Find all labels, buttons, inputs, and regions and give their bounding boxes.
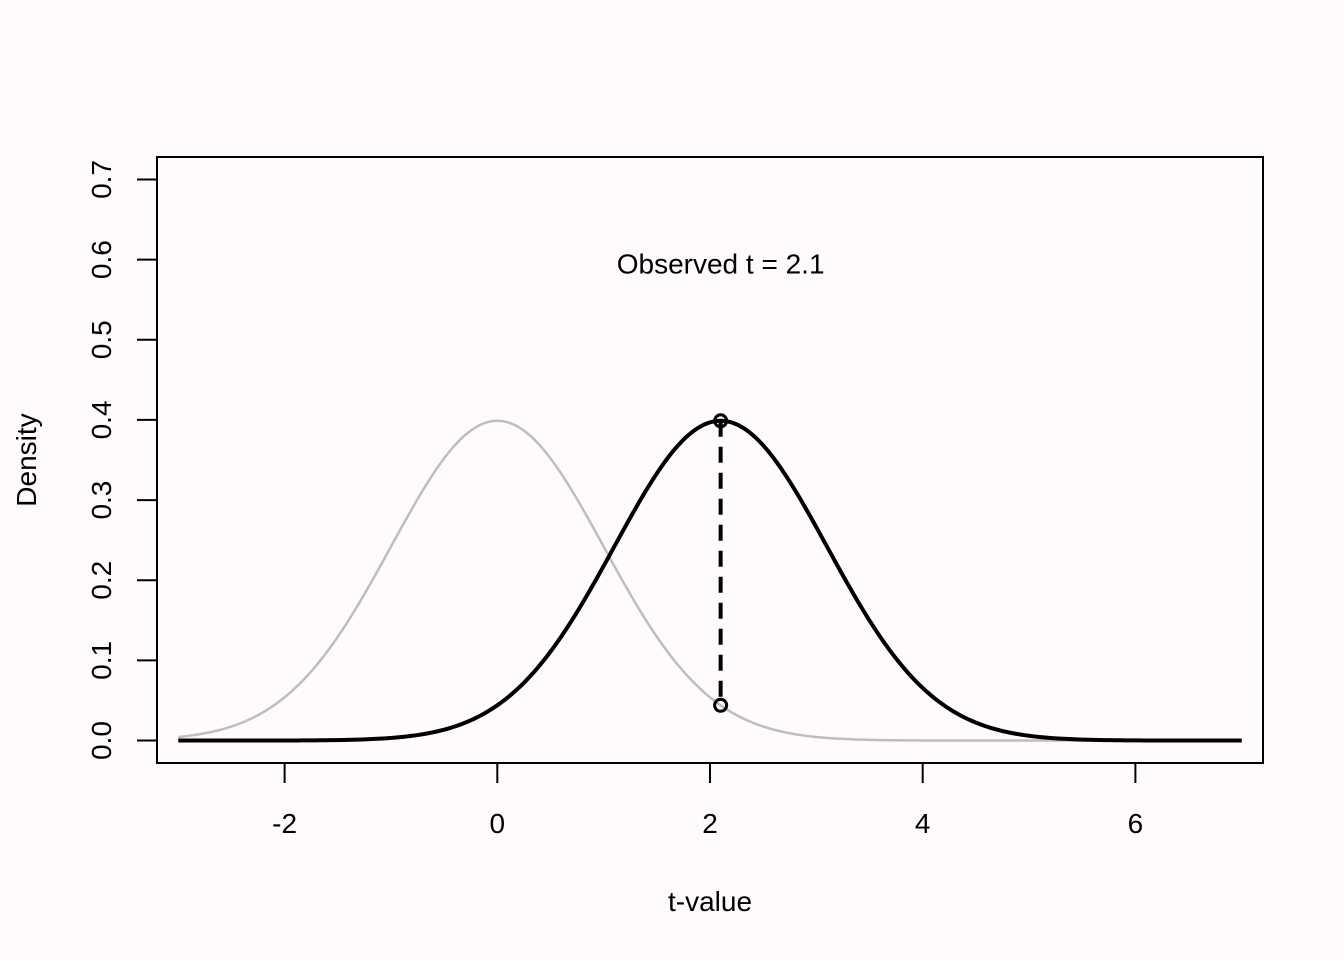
y-tick-label: 0.6 <box>86 240 117 279</box>
y-tick-label: 0.0 <box>86 721 117 760</box>
x-tick-label: 4 <box>915 808 931 839</box>
alternative-distribution-curve <box>178 418 1242 743</box>
observed-t-annotation: Observed t = 2.1 <box>617 249 825 280</box>
y-tick-label: 0.7 <box>86 160 117 199</box>
x-tick-label: 0 <box>490 808 506 839</box>
x-tick-label: -2 <box>272 808 297 839</box>
y-tick-label: 0.2 <box>86 561 117 600</box>
null-distribution-curve <box>178 419 1242 742</box>
observed-point-top <box>713 413 729 429</box>
observed-point-bottom <box>713 697 729 713</box>
y-axis: 0.0 0.1 0.2 0.3 0.4 0.5 0.6 0.7 <box>86 160 158 760</box>
x-tick-label: 6 <box>1128 808 1144 839</box>
y-tick-label: 0.3 <box>86 481 117 520</box>
y-tick-label: 0.1 <box>86 641 117 680</box>
y-tick-label: 0.5 <box>86 320 117 359</box>
x-tick-label: 2 <box>702 808 718 839</box>
y-tick-label: 0.4 <box>86 400 117 439</box>
x-axis: -2 0 2 4 6 <box>272 762 1144 839</box>
x-axis-title: t-value <box>668 886 752 917</box>
y-axis-title: Density <box>11 413 42 506</box>
